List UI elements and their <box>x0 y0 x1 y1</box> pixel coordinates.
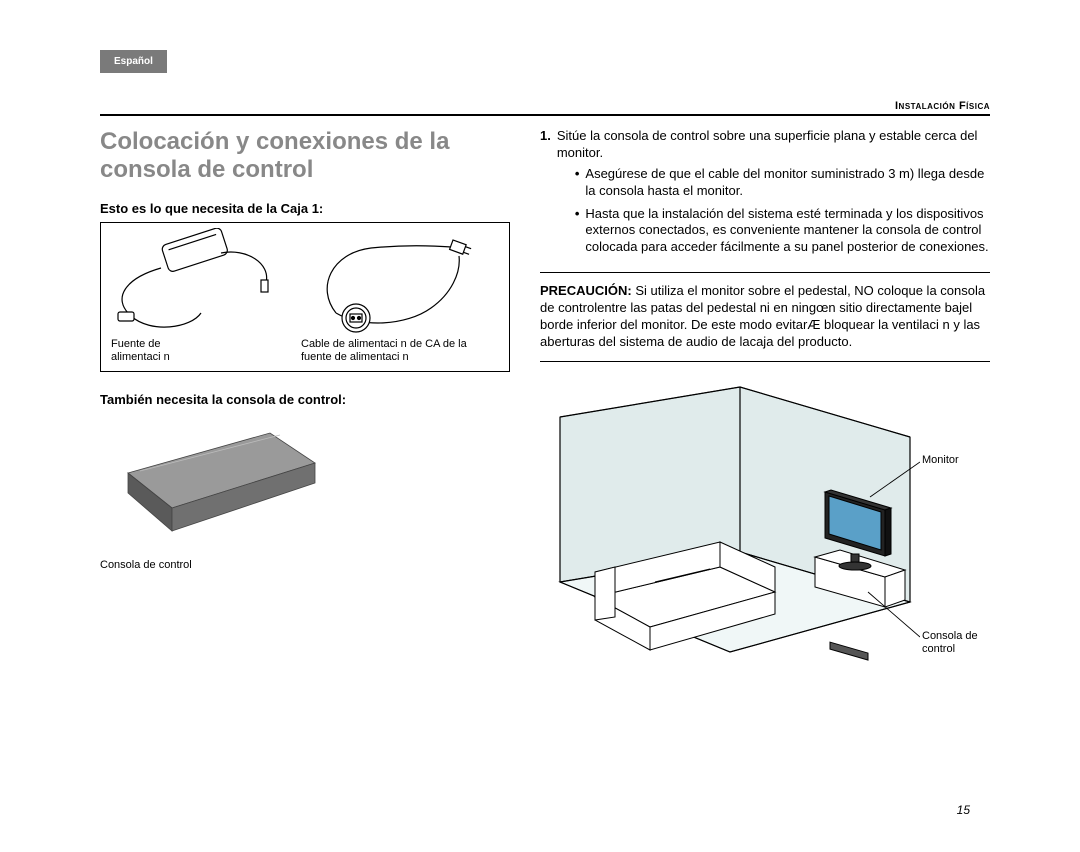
power-supply-icon <box>106 228 301 338</box>
parts-box: Fuente de alimentaci n Cable de alimenta… <box>100 222 510 372</box>
bullet-2: • Hasta que la instalación del sistema e… <box>575 206 990 257</box>
bullet-dot-icon: • <box>575 166 580 200</box>
control-console-icon <box>100 413 320 548</box>
header-rule <box>100 114 990 116</box>
bullet-1-text: Asegúrese de que el cable del monitor su… <box>585 166 990 200</box>
right-column: 1. Sitúe la consola de control sobre una… <box>540 128 990 677</box>
divider-2 <box>540 361 990 362</box>
cable-caption: Cable de alimentaci n de CA de la fuente… <box>301 338 491 366</box>
page-title: Colocación y conexiones de la consola de… <box>100 128 510 183</box>
step-1: 1. Sitúe la consola de control sobre una… <box>540 128 990 262</box>
console-figure: Consola de control <box>100 413 510 571</box>
page-number: 15 <box>957 803 970 817</box>
console-label: Consola de control <box>922 630 992 656</box>
section-header: Instalación Física <box>100 100 990 112</box>
two-column-layout: Colocación y conexiones de la consola de… <box>100 128 990 677</box>
language-tab-container: Español <box>100 50 990 80</box>
box1-title: Esto es lo que necesita de la Caja 1: <box>100 201 510 216</box>
bullet-list: • Asegúrese de que el cable del monitor … <box>575 166 990 256</box>
divider-1 <box>540 272 990 273</box>
bullet-1: • Asegúrese de que el cable del monitor … <box>575 166 990 200</box>
page-content: Español Instalación Física Colocación y … <box>100 50 990 677</box>
language-tab: Español <box>100 50 167 73</box>
console-title: También necesita la consola de control: <box>100 392 510 407</box>
caution-paragraph: PRECAUCIÓN: Si utiliza el monitor sobre … <box>540 283 990 351</box>
step-text: Sitúe la consola de control sobre una su… <box>557 128 990 162</box>
room-diagram: Monitor Consola de control <box>540 382 980 677</box>
step-number: 1. <box>540 128 551 262</box>
bullet-dot-icon: • <box>575 206 580 257</box>
monitor-label: Monitor <box>922 454 959 467</box>
console-caption: Consola de control <box>100 559 510 571</box>
caution-label: PRECAUCIÓN: <box>540 283 632 298</box>
left-column: Colocación y conexiones de la consola de… <box>100 128 510 677</box>
psu-caption: Fuente de alimentaci n <box>111 338 206 366</box>
bullet-2-text: Hasta que la instalación del sistema est… <box>585 206 990 257</box>
power-cable-icon <box>311 228 486 338</box>
room-isometric-icon <box>540 382 920 672</box>
